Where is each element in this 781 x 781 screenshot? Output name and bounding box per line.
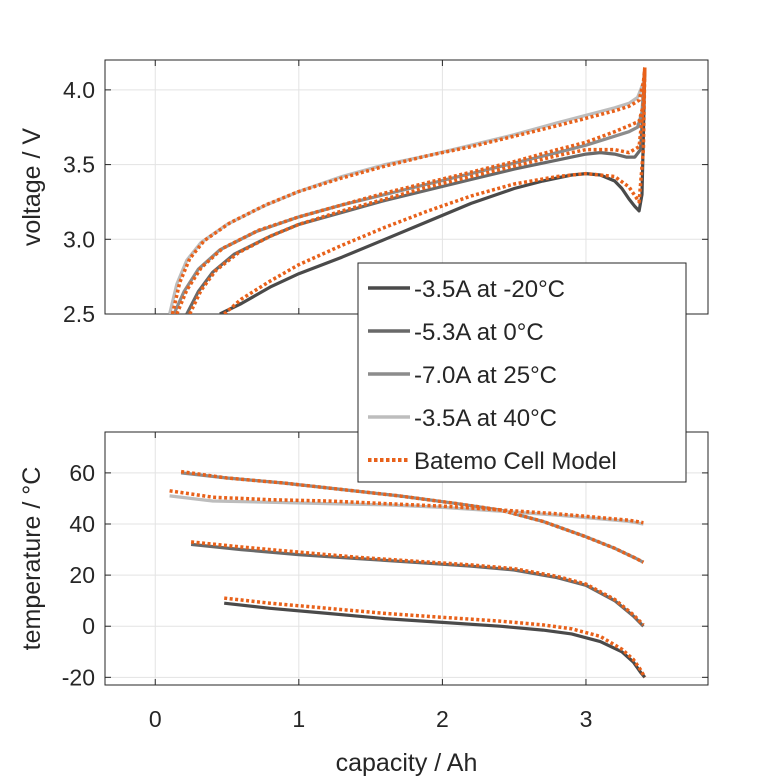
legend-label-1: -5.3A at 0°C <box>414 319 544 346</box>
legend: -3.5A at -20°C -5.3A at 0°C -7.0A at 25°C -… <box>357 262 687 483</box>
voltage-plot: 2.5 3.0 3.5 4.0 voltage / V <box>18 59 709 327</box>
voltage-ylabel: voltage / V <box>18 128 46 246</box>
voltage-ytick-label-3: 4.0 <box>63 77 95 103</box>
temperature-plot: -20 0 20 40 60 0 1 2 3 temperature / °C capacity /… <box>18 431 709 777</box>
legend-label-4: Batemo Cell Model <box>414 448 617 475</box>
temperature-ytick-label-2: 20 <box>69 562 95 588</box>
voltage-series-1-measured <box>185 67 647 314</box>
temperature-xlabel: capacity / Ah <box>336 749 478 777</box>
temperature-ytick-label-3: 40 <box>69 511 95 537</box>
voltage-series-6-model <box>175 67 647 314</box>
voltage-ytick-label-1: 3.0 <box>63 226 95 252</box>
temperature-series-5-model <box>190 540 645 627</box>
temperature-series-0-measured <box>224 601 647 679</box>
temperature-series-7-model <box>169 489 644 525</box>
voltage-series-7-model <box>170 67 647 314</box>
temperature-ytick-label-4: 60 <box>69 460 95 486</box>
temperature-xtick-label-3: 3 <box>580 706 593 732</box>
legend-box <box>357 262 687 483</box>
voltage-series-4-model <box>223 67 647 314</box>
temperature-xtick-label-0: 0 <box>149 706 162 732</box>
legend-label-3: -3.5A at 40°C <box>414 405 557 432</box>
voltage-series-5-model <box>188 67 647 314</box>
temperature-series-4-model <box>224 596 647 679</box>
temperature-xtick-label-2: 2 <box>436 706 449 732</box>
temperature-ylabel: temperature / °C <box>18 467 46 651</box>
voltage-ytick-label-2: 3.5 <box>63 152 95 178</box>
voltage-series-0-measured <box>219 67 647 314</box>
voltage-ytick-label-0: 2.5 <box>63 301 95 327</box>
temperature-ytick-label-0: -20 <box>62 664 95 690</box>
legend-label-0: -3.5A at -20°C <box>414 276 565 303</box>
temperature-xtick-label-1: 1 <box>292 706 305 732</box>
temperature-ytick-label-1: 0 <box>82 613 95 639</box>
legend-label-2: -7.0A at 25°C <box>414 362 557 389</box>
